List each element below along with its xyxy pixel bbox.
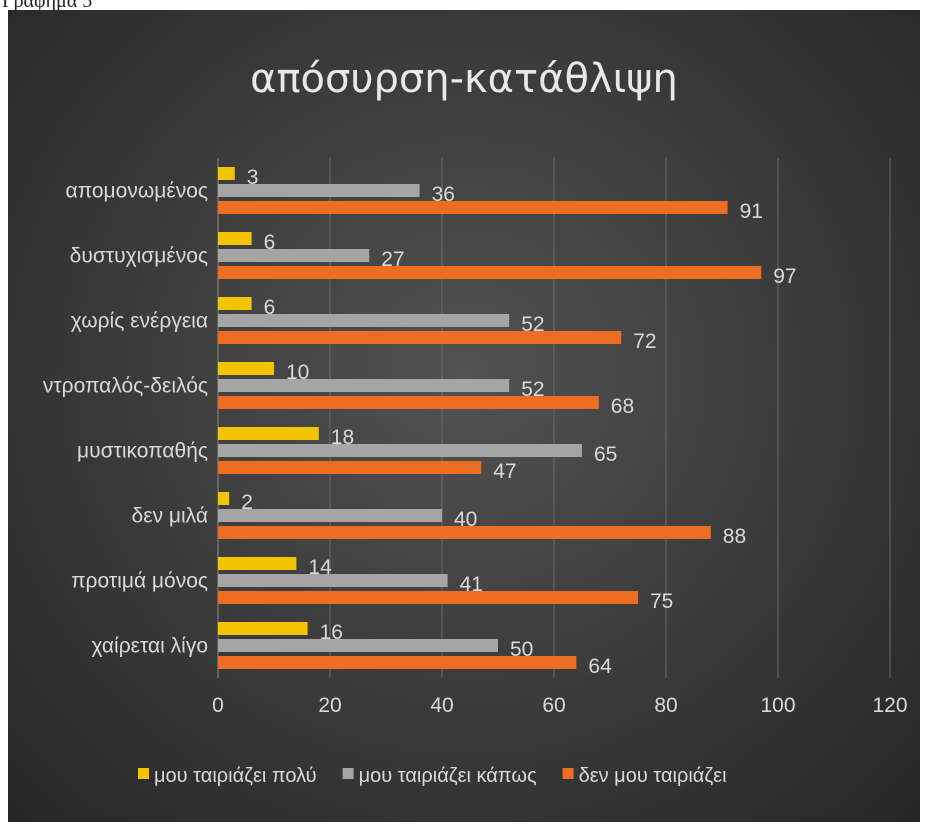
bar [218, 492, 230, 505]
bar [218, 266, 762, 279]
bar [218, 249, 370, 262]
x-tick-label: 60 [542, 694, 565, 717]
bar [218, 201, 728, 214]
category-label: χωρίς ενέργεια [71, 310, 208, 333]
data-label: 72 [633, 330, 656, 353]
category-label: δυστυχισμένος [70, 245, 208, 268]
data-label: 64 [588, 655, 612, 678]
bar [218, 444, 582, 457]
data-label: 40 [454, 508, 477, 531]
data-label: 88 [723, 525, 746, 548]
data-label: 91 [740, 200, 763, 223]
legend-entry: δεν μου ταιριάζει [579, 765, 727, 787]
data-label: 97 [773, 265, 796, 288]
bar [218, 461, 482, 474]
data-label: 68 [611, 395, 634, 418]
bar [218, 396, 599, 409]
data-label: 10 [286, 361, 309, 384]
data-label: 47 [493, 460, 516, 483]
document-label: Γράφημα 5 [2, 0, 93, 12]
legend-swatch [342, 768, 354, 779]
bar [218, 379, 510, 392]
legend-entry: μου ταιριάζει πολύ [154, 765, 317, 787]
category-label: προτιμά μόνος [71, 570, 208, 593]
bar [218, 591, 638, 604]
chart-title: απόσυρση-κατάθλιψη [250, 56, 678, 102]
data-label: 3 [247, 166, 259, 189]
category-label: ντροπαλός-δειλός [43, 375, 208, 398]
data-label: 18 [331, 426, 354, 449]
data-label: 50 [510, 638, 533, 661]
data-label: 27 [381, 248, 404, 271]
x-tick-label: 120 [872, 694, 907, 717]
data-label: 52 [521, 313, 544, 336]
bar [218, 656, 577, 669]
bar [218, 526, 711, 539]
data-label: 75 [650, 590, 673, 613]
x-tick-label: 0 [212, 694, 224, 717]
legend-swatch [562, 768, 574, 779]
bar [218, 232, 252, 245]
bar [218, 314, 510, 327]
bar [218, 427, 319, 440]
bar [218, 297, 252, 310]
bar [218, 622, 308, 635]
data-label: 16 [320, 621, 343, 644]
legend-entry: μου ταιριάζει κάπως [359, 765, 537, 787]
bar [218, 167, 235, 180]
x-tick-label: 20 [318, 694, 341, 717]
chart-svg: απόσυρση-κατάθλιψη 0 20 40 60 80 100 120 απομο… [43, 56, 908, 787]
category-label: μυστικοπαθής [77, 440, 208, 463]
x-tick-label: 40 [430, 694, 453, 717]
legend-swatch [138, 768, 149, 779]
category-label: χαίρεται λίγο [91, 635, 208, 658]
data-label: 41 [460, 573, 483, 596]
bar [218, 184, 420, 197]
data-label: 65 [594, 443, 617, 466]
bar [218, 574, 448, 587]
x-tick-label: 100 [760, 694, 795, 717]
bar [218, 509, 442, 522]
data-label: 6 [264, 231, 276, 254]
chart-area: απόσυρση-κατάθλιψη 0 20 40 60 80 100 120 απομο… [8, 10, 920, 822]
bar [218, 331, 622, 344]
category-label: απομονωμένος [66, 180, 208, 203]
data-label: 36 [432, 183, 455, 206]
x-tick-label: 80 [654, 694, 677, 717]
data-label: 52 [521, 378, 544, 401]
category-label: δεν μιλά [132, 505, 208, 528]
data-label: 14 [308, 556, 332, 579]
data-label: 2 [241, 491, 253, 514]
bar [218, 639, 498, 652]
bar [218, 362, 274, 375]
data-label: 6 [264, 296, 276, 319]
bar [218, 557, 297, 570]
